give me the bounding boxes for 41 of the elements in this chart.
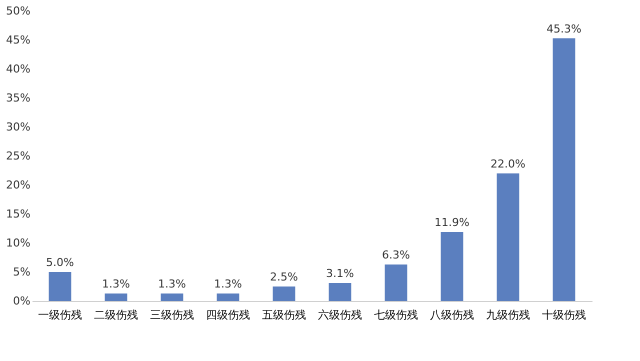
data-label: 1.3% xyxy=(214,277,242,290)
y-tick-label: 5% xyxy=(13,266,30,278)
y-tick-label: 35% xyxy=(6,92,30,104)
x-tick-label: 九级伤残 xyxy=(486,308,530,322)
x-tick-label: 四级伤残 xyxy=(206,308,250,322)
y-tick-label: 40% xyxy=(6,62,30,76)
y-tick-label: 10% xyxy=(6,236,30,250)
y-tick-label: 45% xyxy=(6,34,30,46)
data-label: 3.1% xyxy=(326,267,354,280)
y-tick-label: 20% xyxy=(6,178,30,192)
y-tick-label: 25% xyxy=(6,150,30,162)
y-tick-label: 30% xyxy=(6,120,30,134)
y-tick-label: 0% xyxy=(13,294,30,308)
x-tick-label: 七级伤残 xyxy=(374,308,418,322)
x-tick-label: 八级伤残 xyxy=(430,308,474,322)
data-label: 5.0% xyxy=(46,256,74,269)
x-tick-label: 五级伤残 xyxy=(262,308,306,322)
x-tick-label: 一级伤残 xyxy=(38,308,82,322)
data-label: 45.3% xyxy=(546,22,582,36)
bar xyxy=(272,286,296,301)
y-tick-label: 15% xyxy=(6,208,30,220)
x-tick-label: 二级伤残 xyxy=(94,308,138,322)
data-label: 1.3% xyxy=(158,277,186,290)
data-label: 6.3% xyxy=(382,248,410,262)
bar xyxy=(384,264,408,301)
bar xyxy=(104,293,128,301)
bar xyxy=(328,283,352,301)
bar xyxy=(216,293,240,301)
data-label: 11.9% xyxy=(434,216,470,229)
x-tick-label: 十级伤残 xyxy=(542,308,586,322)
bar xyxy=(496,173,520,301)
bar xyxy=(440,232,464,301)
data-label: 22.0% xyxy=(490,157,526,170)
bar xyxy=(160,293,184,301)
x-tick-label: 六级伤残 xyxy=(318,308,362,322)
bar xyxy=(48,272,72,301)
data-label: 1.3% xyxy=(102,277,130,290)
data-label: 2.5% xyxy=(270,270,298,284)
bar xyxy=(552,38,576,301)
y-tick-label: 50% xyxy=(6,4,30,18)
x-tick-label: 三级伤残 xyxy=(150,308,194,322)
